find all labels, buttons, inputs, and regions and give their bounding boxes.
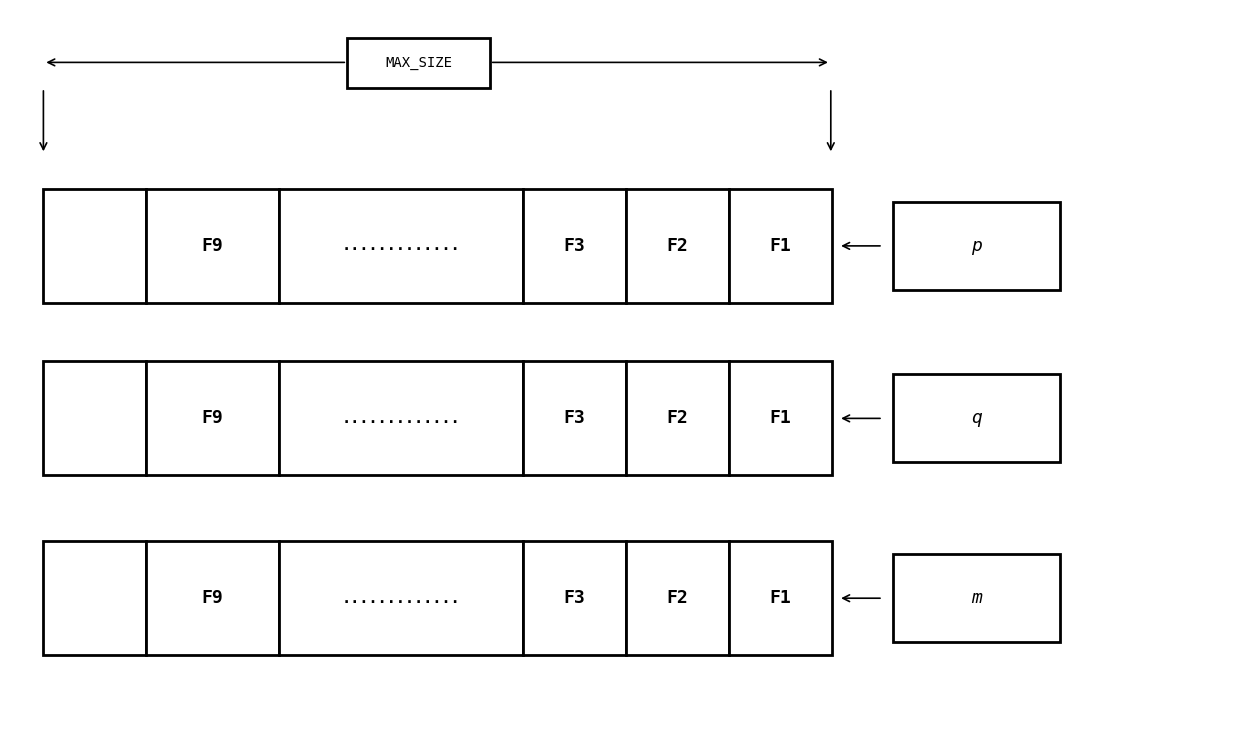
Bar (729, 362, 832, 476)
Bar (729, 542, 832, 655)
Bar (146, 362, 279, 476)
Text: m: m (971, 589, 982, 607)
Text: F1: F1 (770, 237, 791, 255)
Text: .............: ............. (342, 591, 460, 606)
Bar (626, 542, 729, 655)
Bar (893, 554, 1060, 642)
Text: F2: F2 (667, 237, 688, 255)
Bar (523, 362, 626, 476)
Text: .............: ............. (342, 411, 460, 426)
Bar (893, 202, 1060, 290)
Bar (347, 38, 490, 88)
Text: F9: F9 (202, 237, 223, 255)
Text: F3: F3 (564, 237, 585, 255)
Text: MAX_SIZE: MAX_SIZE (384, 56, 453, 70)
Text: F3: F3 (564, 410, 585, 427)
Bar (523, 542, 626, 655)
Text: F9: F9 (202, 410, 223, 427)
Bar (279, 362, 523, 476)
Text: .............: ............. (342, 239, 460, 253)
Text: p: p (971, 237, 982, 255)
Text: F1: F1 (770, 410, 791, 427)
Bar (279, 542, 523, 655)
Bar (893, 374, 1060, 462)
Bar (43, 189, 146, 302)
Text: F1: F1 (770, 589, 791, 607)
Bar (523, 189, 626, 302)
Bar (279, 189, 523, 302)
Bar (146, 542, 279, 655)
Bar (626, 362, 729, 476)
Text: F2: F2 (667, 410, 688, 427)
Bar (146, 189, 279, 302)
Text: F9: F9 (202, 589, 223, 607)
Bar (43, 362, 146, 476)
Text: q: q (971, 410, 982, 427)
Text: F2: F2 (667, 589, 688, 607)
Text: F3: F3 (564, 589, 585, 607)
Bar (729, 189, 832, 302)
Bar (626, 189, 729, 302)
Bar (43, 542, 146, 655)
